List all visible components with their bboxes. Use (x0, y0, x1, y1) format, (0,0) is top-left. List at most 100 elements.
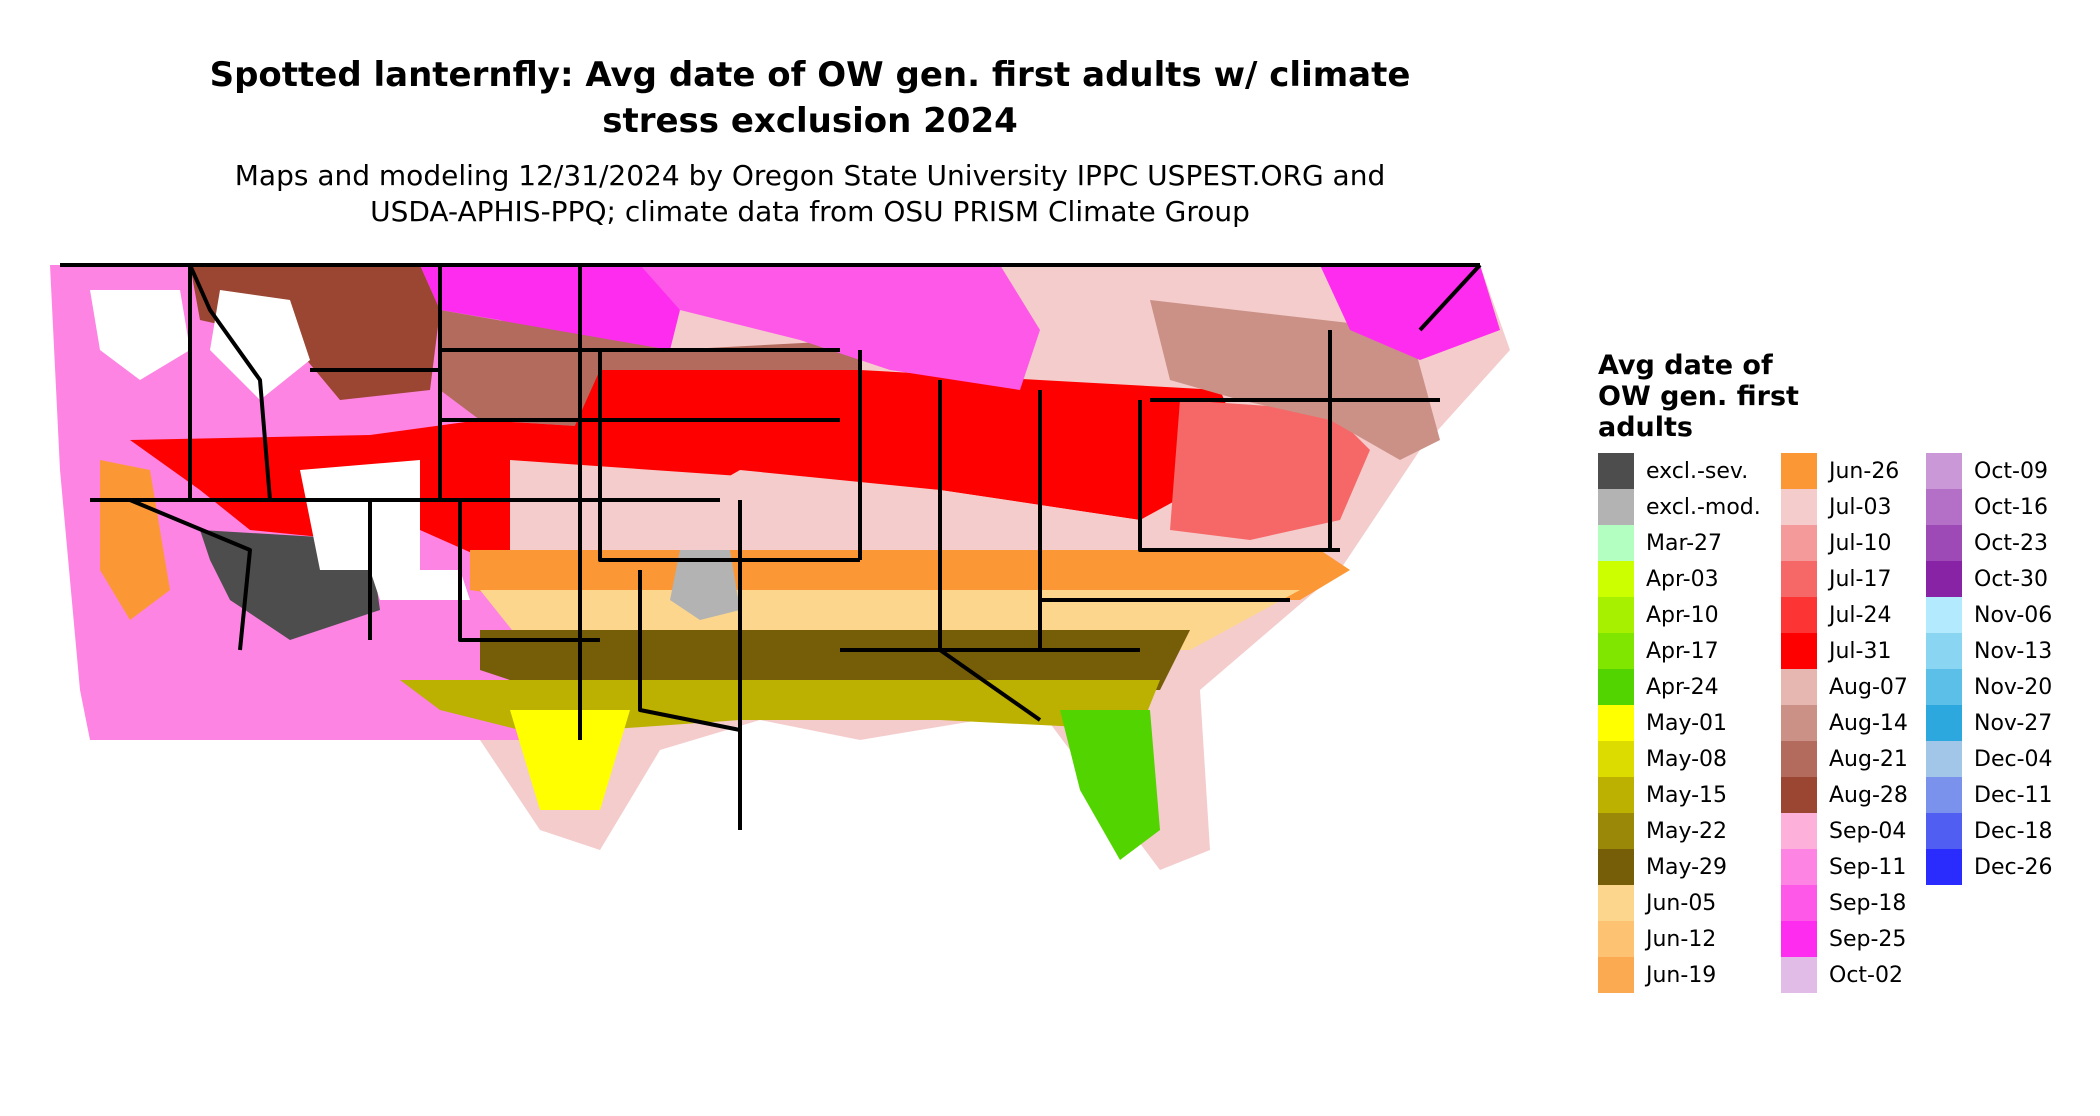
legend-label: excl.-sev. (1646, 458, 1749, 484)
map-region-excluded-high-elevation (210, 290, 310, 400)
legend-label: Sep-04 (1829, 818, 1907, 844)
legend-label: Aug-28 (1829, 782, 1908, 808)
legend-swatch (1781, 957, 1817, 993)
state-boundary (938, 380, 1042, 650)
legend-label: Aug-21 (1829, 746, 1908, 772)
legend-label: Jun-05 (1646, 890, 1717, 916)
legend-swatch (1598, 813, 1634, 849)
legend-item: Jul-03 (1781, 489, 1926, 525)
legend-swatch (1598, 849, 1634, 885)
legend-swatch (1781, 921, 1817, 957)
legend-item: Dec-11 (1926, 777, 2086, 813)
legend-swatch (1926, 597, 1962, 633)
legend-swatch (1781, 633, 1817, 669)
state-boundary (638, 570, 741, 732)
legend-label: Oct-23 (1974, 530, 2048, 556)
state-boundary (310, 368, 442, 500)
legend-swatch (1781, 561, 1817, 597)
state-boundary (458, 500, 600, 642)
legend-swatch (1926, 489, 1962, 525)
legend-swatch (1598, 921, 1634, 957)
legend-swatch (1598, 885, 1634, 921)
legend-item: excl.-sev. (1598, 453, 1781, 489)
legend-item: Jun-19 (1598, 957, 1781, 993)
legend-item: Jun-12 (1598, 921, 1781, 957)
legend-item: Sep-11 (1781, 849, 1926, 885)
legend-swatch (1926, 741, 1962, 777)
legend-swatch (1926, 633, 1962, 669)
legend-label: Nov-27 (1974, 710, 2053, 736)
legend-label: excl.-mod. (1646, 494, 1761, 520)
legend-swatch (1781, 453, 1817, 489)
legend-item: Aug-07 (1781, 669, 1926, 705)
legend-item: Oct-30 (1926, 561, 2086, 597)
state-boundary (440, 348, 720, 502)
legend-item: Nov-13 (1926, 633, 2086, 669)
map-subtitle: Maps and modeling 12/31/2024 by Oregon S… (100, 158, 1520, 230)
legend-item: Mar-27 (1598, 525, 1781, 561)
legend-label: Aug-14 (1829, 710, 1908, 736)
legend-swatch (1926, 813, 1962, 849)
state-boundary (598, 350, 860, 562)
legend-item: Oct-09 (1926, 453, 2086, 489)
legend-label: Apr-24 (1646, 674, 1719, 700)
legend-item: Jul-17 (1781, 561, 1926, 597)
legend-item: Oct-23 (1926, 525, 2086, 561)
subtitle-line-2: USDA-APHIS-PPQ; climate data from OSU PR… (370, 195, 1250, 228)
subtitle-line-1: Maps and modeling 12/31/2024 by Oregon S… (234, 159, 1386, 192)
legend-swatch (1781, 669, 1817, 705)
legend-item: Apr-24 (1598, 669, 1781, 705)
legend-item: Sep-25 (1781, 921, 1926, 957)
legend-label: May-08 (1646, 746, 1728, 772)
legend-swatch (1926, 777, 1962, 813)
legend-item: Dec-18 (1926, 813, 2086, 849)
legend-label: Apr-10 (1646, 602, 1719, 628)
map-region-northern-plains (420, 265, 680, 350)
legend-label: May-22 (1646, 818, 1728, 844)
map-title: Spotted lanternfly: Avg date of OW gen. … (100, 52, 1520, 144)
legend-item: May-08 (1598, 741, 1781, 777)
legend-title: Avg date of OW gen. first adults (1598, 350, 1799, 443)
legend-swatch (1926, 669, 1962, 705)
legend-swatch (1598, 669, 1634, 705)
legend-label: Apr-17 (1646, 638, 1719, 664)
map-region-gulf-coast (480, 630, 1190, 695)
legend-item: Sep-04 (1781, 813, 1926, 849)
legend-label: Sep-11 (1829, 854, 1907, 880)
map-region-excluded-high-elevation (90, 290, 190, 380)
legend-swatch (1598, 777, 1634, 813)
map-region-mid-atlantic (1170, 400, 1370, 540)
legend-label: Jul-24 (1829, 602, 1892, 628)
legend-label: Jul-03 (1829, 494, 1892, 520)
legend-column: Oct-09 Oct-16 Oct-23 Oct-30 Nov-06 Nov-13 Nov-… (1926, 453, 2086, 993)
map-region-upper-great-lakes (640, 265, 1040, 390)
legend-label: Jun-26 (1829, 458, 1900, 484)
title-line-1: Spotted lanternfly: Avg date of OW gen. … (209, 55, 1411, 95)
legend-swatch (1781, 705, 1817, 741)
legend-item: Aug-21 (1781, 741, 1926, 777)
legend-swatch (1598, 597, 1634, 633)
legend: Avg date of OW gen. first adults excl.-s… (1598, 350, 2086, 993)
legend-columns: excl.-sev. excl.-mod. Mar-27 Apr-03 Apr-10 Ap… (1598, 453, 2086, 993)
legend-swatch (1598, 741, 1634, 777)
legend-label: Nov-06 (1974, 602, 2053, 628)
legend-label: Aug-07 (1829, 674, 1908, 700)
legend-item: May-29 (1598, 849, 1781, 885)
state-boundary (580, 348, 840, 422)
legend-swatch (1781, 489, 1817, 525)
legend-label: Dec-11 (1974, 782, 2053, 808)
legend-swatch (1781, 777, 1817, 813)
state-boundary (1150, 330, 1440, 550)
legend-label: May-15 (1646, 782, 1728, 808)
legend-label: Dec-26 (1974, 854, 2053, 880)
legend-label: Jul-31 (1829, 638, 1892, 664)
legend-swatch (1926, 453, 1962, 489)
legend-label: Dec-04 (1974, 746, 2053, 772)
legend-label: May-29 (1646, 854, 1728, 880)
legend-item: Sep-18 (1781, 885, 1926, 921)
legend-item: Aug-14 (1781, 705, 1926, 741)
legend-swatch (1598, 453, 1634, 489)
legend-swatch (1781, 885, 1817, 921)
legend-item: Jul-24 (1781, 597, 1926, 633)
map-region-west-texas (670, 550, 740, 620)
